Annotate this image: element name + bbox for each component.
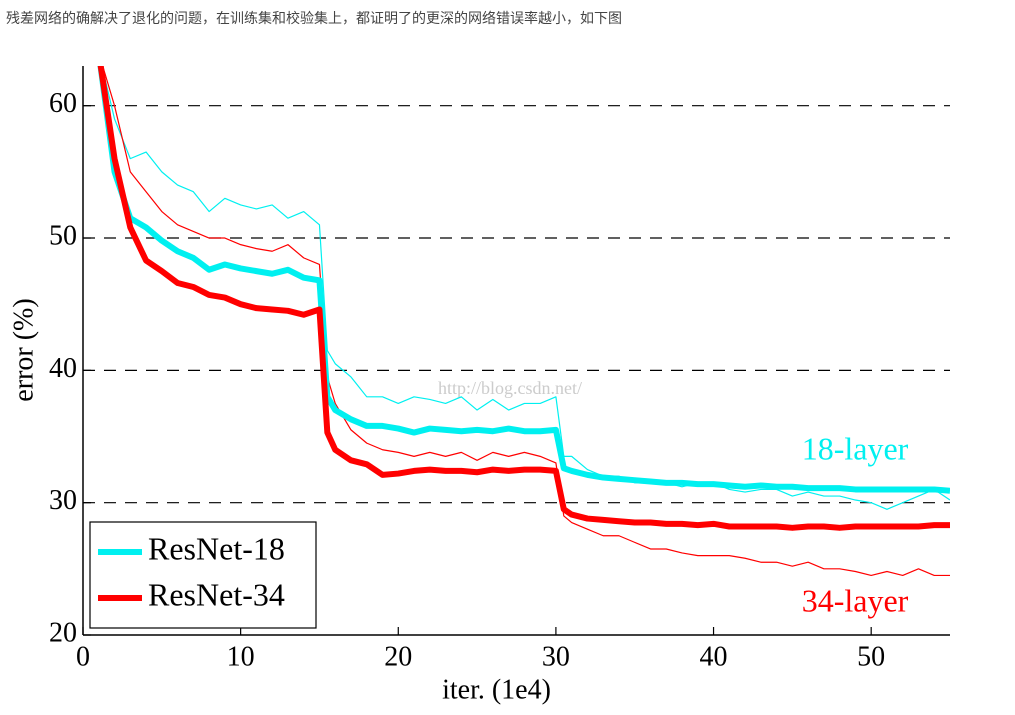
line-series [97,66,950,494]
x-tick-label: 0 [76,641,90,672]
y-tick-label: 20 [49,617,77,648]
y-axis-label: error (%) [8,298,39,401]
x-tick-label: 30 [542,641,570,672]
line-series [102,66,950,577]
legend-label: ResNet-18 [148,530,285,566]
line-series [97,66,950,531]
x-tick-label: 40 [700,641,728,672]
legend-label: ResNet-34 [148,576,285,612]
caption: 残差网络的确解决了退化的问题，在训练集和校验集上，都证明了的更深的网络错误率越小… [6,11,622,27]
watermark: http://blog.csdn.net/ [438,378,582,398]
y-tick-label: 40 [49,353,77,384]
annotation: 34-layer [802,582,909,618]
line-series [101,66,950,510]
x-axis-label: iter. (1e4) [442,674,551,705]
x-tick-label: 50 [857,641,885,672]
y-tick-label: 60 [49,88,77,119]
legend-box [89,521,317,629]
plot-area [97,66,950,577]
y-tick-label: 50 [49,220,77,251]
annotation: 18-layer [802,430,909,466]
y-tick-label: 30 [49,485,77,516]
x-tick-label: 10 [227,641,255,672]
x-tick-label: 20 [384,641,412,672]
